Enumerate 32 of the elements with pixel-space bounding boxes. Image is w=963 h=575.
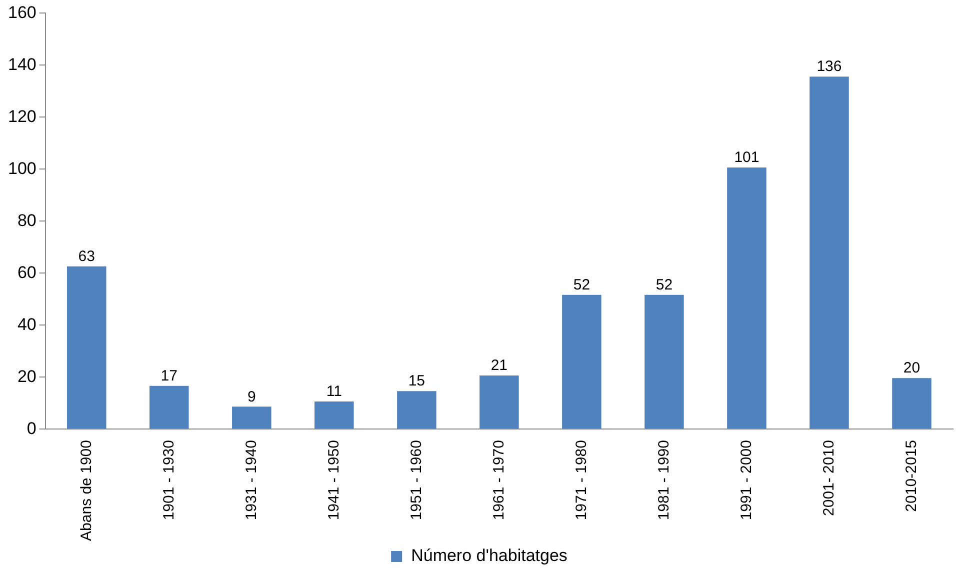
x-tick-label: 2010-2015	[902, 440, 920, 512]
data-label: 15	[408, 372, 426, 390]
data-label: 20	[903, 360, 920, 377]
x-tick-label: 2001- 2010	[820, 440, 838, 516]
data-label: 101	[734, 149, 760, 166]
data-label: 52	[573, 276, 590, 294]
legend-label: Número d'habitatges	[411, 546, 568, 566]
x-tick-label: 1901 - 1930	[160, 440, 178, 520]
y-tick-label: 80	[17, 210, 36, 230]
x-tick-label: 1961 - 1970	[490, 440, 508, 520]
y-tick-label: 20	[17, 366, 36, 386]
y-tick-label: 160	[8, 2, 36, 22]
data-label: 21	[490, 357, 508, 374]
x-tick-label: 1951 - 1960	[408, 440, 425, 520]
y-tick-label: 140	[8, 54, 36, 74]
data-label: 17	[160, 368, 178, 385]
data-label: 11	[326, 383, 342, 400]
data-label: 63	[78, 248, 95, 265]
data-label: 136	[816, 58, 842, 76]
x-tick-label: 1931 - 1940	[242, 440, 260, 520]
y-tick-label: 40	[17, 314, 36, 334]
y-tick-label: 0	[26, 418, 36, 438]
data-label: 52	[656, 276, 673, 294]
data-label: 9	[247, 388, 256, 406]
x-tick-label: 1981 - 1990	[655, 440, 672, 520]
y-tick-label: 60	[17, 262, 36, 282]
y-tick-label: 120	[8, 106, 36, 126]
x-tick-label: Abans de 1900	[78, 440, 95, 541]
x-tick-label: 1941 - 1950	[325, 440, 342, 520]
y-tick-label: 100	[8, 158, 36, 178]
x-tick-label: 1971 - 1980	[572, 440, 590, 520]
x-tick-label: 1991 - 2000	[738, 440, 755, 520]
